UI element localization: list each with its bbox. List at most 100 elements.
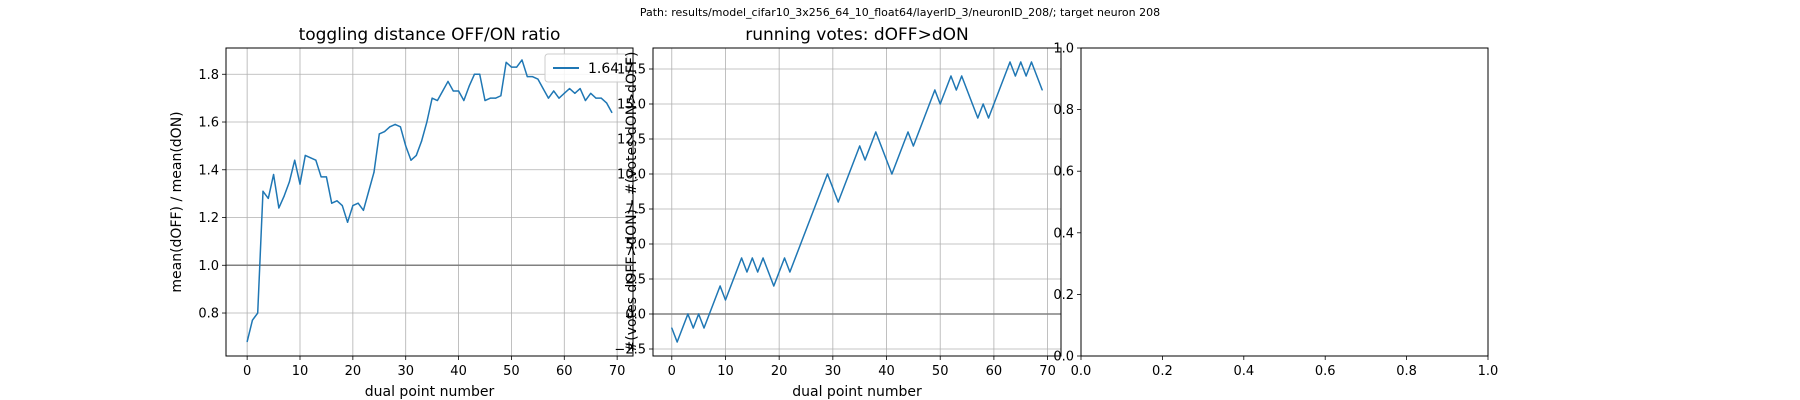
x-tick-label: 10	[717, 364, 734, 379]
data-point	[998, 89, 1000, 91]
data-point	[810, 215, 812, 217]
data-point	[600, 97, 602, 99]
x-tick-label: 20	[345, 364, 362, 379]
data-point	[315, 159, 317, 161]
data-point	[698, 313, 700, 315]
y-tick-label: −2.5	[614, 343, 646, 358]
data-point	[826, 173, 829, 175]
data-point	[415, 154, 417, 157]
data-point	[950, 75, 952, 77]
y-tick-label: 7.5	[625, 203, 646, 218]
data-point	[794, 257, 796, 259]
data-point	[484, 99, 486, 102]
data-point	[708, 313, 710, 315]
data-point	[373, 171, 375, 173]
data-point	[907, 131, 909, 133]
x-tick-label: 60	[986, 364, 1003, 379]
data-point	[558, 97, 560, 99]
data-point	[885, 159, 888, 161]
data-point	[431, 97, 433, 99]
data-point	[1020, 61, 1022, 63]
data-point	[489, 97, 491, 99]
data-point	[816, 201, 818, 203]
x-axis-label: dual point number	[792, 384, 922, 400]
data-point	[605, 102, 608, 104]
data-point	[891, 173, 893, 175]
y-tick-label: 0.2	[1053, 288, 1074, 303]
data-point	[1014, 75, 1016, 77]
data-point	[848, 173, 850, 175]
data-point	[542, 87, 544, 90]
x-tick-label: 60	[556, 364, 573, 379]
series-line	[671, 61, 1043, 343]
data-point	[272, 173, 275, 176]
data-point	[800, 243, 802, 245]
data-point	[1025, 75, 1027, 77]
y-tick-label: 10.0	[617, 168, 646, 183]
data-point	[288, 181, 291, 183]
y-tick-label: 1.4	[198, 163, 219, 178]
data-point	[687, 313, 689, 315]
x-tick-label: 10	[292, 364, 309, 379]
series-line	[246, 59, 613, 342]
data-point	[257, 312, 259, 314]
data-point	[966, 89, 968, 91]
empty-chart: 0.0 0.2 0.4 0.6 0.8 1.0 0.0 0.2 0.4 0.6 0.8 1.0	[1053, 42, 1498, 380]
data-point	[267, 197, 269, 200]
data-point	[971, 103, 974, 105]
data-point	[961, 75, 963, 77]
data-point	[869, 145, 872, 147]
x-tick-label: 0.6	[1315, 364, 1336, 379]
data-point	[832, 187, 834, 189]
data-point	[762, 257, 764, 259]
data-point	[505, 61, 507, 63]
plot-frame	[1080, 47, 1489, 357]
data-point	[1030, 61, 1033, 63]
x-tick-label: 30	[825, 364, 842, 379]
data-point	[479, 73, 481, 75]
data-point	[457, 90, 460, 92]
data-point	[757, 271, 759, 273]
data-point	[436, 99, 439, 102]
data-point	[864, 159, 866, 161]
data-point	[389, 126, 391, 128]
y-tick-label: 0.8	[198, 307, 219, 322]
ratio-chart: 0 10 20 30 40 50 60 70 0.8 1.0 1.2 1.4 1.6 1.8 togglin…	[169, 25, 634, 400]
data-point	[859, 145, 861, 147]
data-point	[320, 176, 322, 178]
data-point	[934, 89, 936, 91]
data-point	[724, 299, 727, 301]
plot-frame	[225, 47, 634, 357]
data-point	[442, 90, 444, 92]
x-tick-label: 0	[243, 364, 251, 379]
x-tick-label: 0.0	[1071, 364, 1092, 379]
data-point	[773, 285, 775, 287]
data-point	[563, 92, 565, 94]
data-point	[692, 327, 694, 329]
data-point	[494, 97, 497, 99]
x-tick-label: 50	[503, 364, 520, 379]
data-point	[982, 103, 984, 105]
data-point	[714, 299, 716, 301]
x-tick-label: 0.2	[1152, 364, 1173, 379]
y-tick-label: 17.5	[617, 63, 646, 78]
data-point	[944, 89, 947, 91]
data-point	[521, 59, 523, 61]
plot-frame	[652, 47, 1062, 357]
data-point	[590, 92, 592, 94]
data-point	[426, 121, 428, 123]
y-tick-label: 1.2	[198, 211, 219, 226]
data-point	[309, 157, 312, 159]
y-tick-label: 0.0	[625, 308, 646, 323]
votes-chart: 0 10 20 30 40 50 60 70 −2.5 0.0 2.5 5.0 7.5 10.0 12.5 1…	[614, 25, 1062, 400]
data-point	[671, 327, 673, 329]
data-point	[1036, 75, 1038, 77]
data-point	[283, 195, 285, 197]
data-point	[510, 66, 513, 68]
y-tick-label: 2.5	[625, 273, 646, 288]
data-point	[331, 202, 333, 204]
data-point	[531, 76, 534, 78]
x-tick-label: 0	[668, 364, 676, 379]
data-point	[789, 271, 791, 273]
data-point	[923, 117, 925, 119]
